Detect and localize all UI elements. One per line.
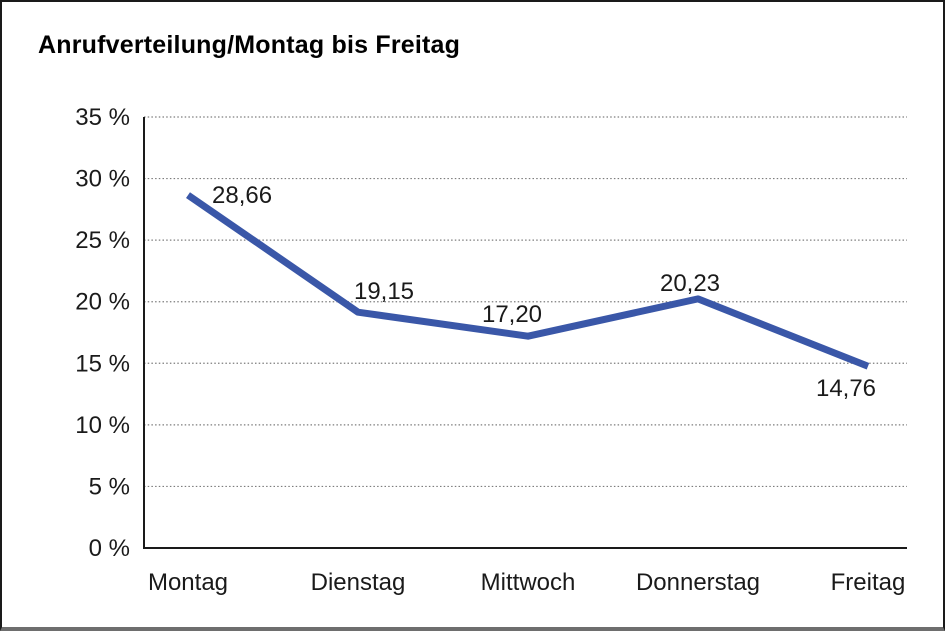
y-tick-label: 35 % [75,104,130,131]
data-value-label: 28,66 [212,182,272,209]
x-category-label: Dienstag [311,569,406,596]
data-value-label: 14,76 [816,375,876,402]
y-tick-label: 25 % [75,227,130,254]
data-value-label: 20,23 [660,270,720,297]
x-category-label: Montag [148,569,228,596]
data-value-label: 19,15 [354,278,414,305]
y-tick-label: 20 % [75,289,130,316]
x-category-label: Freitag [831,569,906,596]
y-tick-label: 30 % [75,166,130,193]
x-category-label: Donnerstag [636,569,760,596]
y-tick-label: 5 % [89,473,130,500]
x-category-label: Mittwoch [481,569,576,596]
y-tick-label: 10 % [75,412,130,439]
y-tick-label: 0 % [89,535,130,562]
chart-title: Anrufverteilung/Montag bis Freitag [38,31,461,59]
data-value-label: 17,20 [482,301,542,328]
y-tick-label: 15 % [75,350,130,377]
data-line [186,192,870,370]
